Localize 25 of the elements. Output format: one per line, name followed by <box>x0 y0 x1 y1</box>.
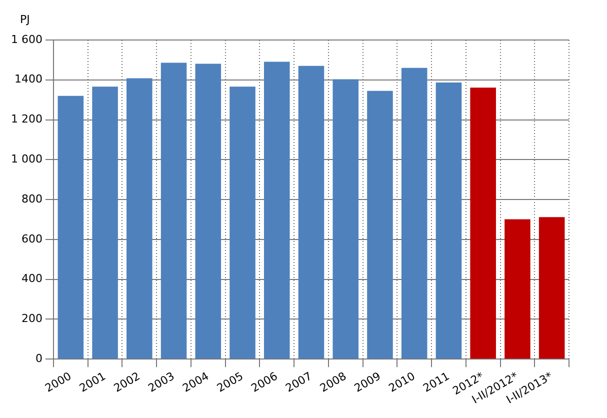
bar <box>470 88 496 359</box>
y-tick-label: 1400 <box>14 72 42 86</box>
bar <box>160 62 187 359</box>
bar <box>332 79 358 359</box>
bar <box>401 68 428 359</box>
y-tick-label: 1 000 <box>10 152 42 166</box>
bar <box>230 86 256 359</box>
y-axis-title: PJ <box>20 12 30 26</box>
bar <box>58 96 84 359</box>
bar <box>504 219 530 359</box>
bar <box>367 90 393 359</box>
y-tick-label: 600 <box>21 232 42 246</box>
bar <box>126 78 152 359</box>
y-tick-label: 1 200 <box>10 112 42 126</box>
bar <box>538 217 565 359</box>
y-tick-label: 800 <box>21 192 42 206</box>
bar <box>298 66 324 359</box>
bar <box>92 86 118 359</box>
y-tick-label: 400 <box>21 272 42 286</box>
y-tick-label: 1 600 <box>10 32 42 46</box>
y-tick-label: 0 <box>35 352 42 365</box>
bar <box>264 62 290 359</box>
bar <box>195 64 222 359</box>
y-tick-label: 200 <box>21 312 42 326</box>
bar <box>436 82 462 359</box>
